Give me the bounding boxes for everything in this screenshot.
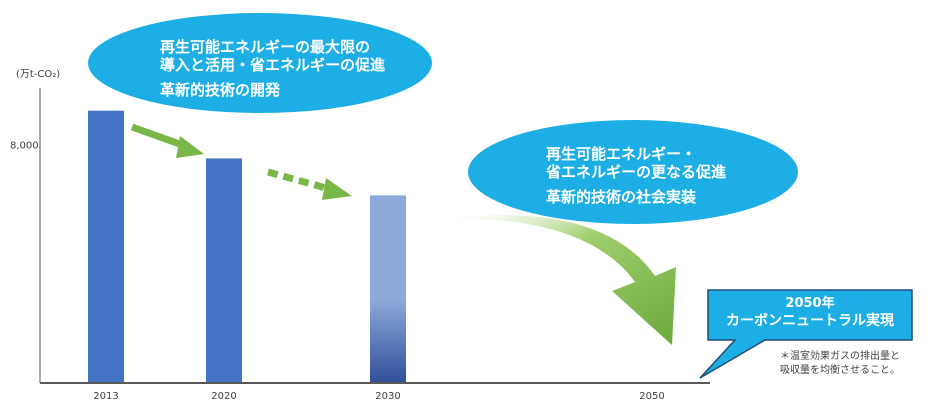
policy-bubble-2: 再生可能エネルギー・ 省エネルギーの更なる促進 革新的技術の社会実装 (468, 120, 798, 224)
x-tick-group: 2013 2020 2030 2050 (93, 391, 664, 402)
bubble2-line3: 革新的技術の社会実装 (546, 188, 697, 206)
footnote-line1: ＊温室効果ガスの排出量と (780, 349, 900, 362)
decrease-arrow-solid (130, 123, 204, 158)
bubble1-line2: 導入と活用・省エネルギーの促進 (160, 56, 386, 74)
x-tick-label-2030: 2030 (375, 391, 400, 402)
bar-2030 (370, 195, 406, 383)
y-axis-unit-label: (万t-CO₂) (16, 69, 60, 80)
policy-bubble-1: 再生可能エネルギーの最大限の 導入と活用・省エネルギーの促進 革新的技術の開発 (88, 13, 432, 113)
bubble1-line1: 再生可能エネルギーの最大限の (160, 38, 370, 56)
decrease-arrow-dotted (267, 168, 352, 200)
bubble2-line1: 再生可能エネルギー・ (546, 145, 696, 163)
x-tick-label-2020: 2020 (211, 391, 236, 402)
decrease-arrow-curved (440, 215, 676, 345)
callout-text: カーボンニュートラル実現 (726, 312, 894, 329)
x-tick-label-2050: 2050 (639, 391, 664, 402)
carbon-neutral-callout: 2050年 カーボンニュートラル実現 (699, 289, 913, 379)
footnote-line2: 吸収量を均衡させること。 (780, 364, 900, 376)
callout-year: 2050年 (785, 295, 834, 311)
bubble2-line2: 省エネルギーの更なる促進 (545, 163, 727, 181)
y-tick-label: 8,000 (10, 140, 39, 151)
y-tick-group: 8,000 (10, 140, 39, 151)
bar-group (88, 110, 406, 383)
bar-2013 (88, 110, 124, 383)
bar-2020 (206, 158, 242, 383)
bubble1-line3: 革新的技術の開発 (160, 81, 281, 99)
x-tick-label-2013: 2013 (93, 391, 118, 402)
